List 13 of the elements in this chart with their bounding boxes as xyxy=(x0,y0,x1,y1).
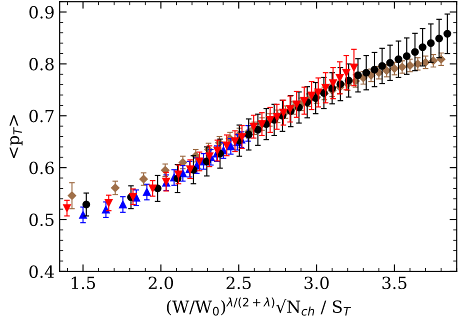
y-tick-label: 0.5 xyxy=(29,213,54,226)
y-tick-label: 0.9 xyxy=(29,6,54,19)
x-tick-label: 3.0 xyxy=(304,276,329,290)
x-tick-label: 1.5 xyxy=(72,276,95,290)
y-tick-label: 0.7 xyxy=(29,110,54,122)
y-axis-title: <p$_{T}$> xyxy=(9,115,23,158)
y-tick-label: 0.6 xyxy=(29,162,54,174)
x-tick-label: 3.5 xyxy=(382,276,406,290)
x-axis-title: (W/W$_{0}$)$^{λ/(2+λ)}$√N$_{ch}$ / S$_{T}$ xyxy=(166,297,352,316)
x-tick-label: 2.5 xyxy=(226,276,251,290)
y-tick-label: 0.8 xyxy=(29,58,54,70)
y-tick-label: 0.4 xyxy=(29,265,54,278)
x-tick-label: 2.0 xyxy=(148,276,174,290)
